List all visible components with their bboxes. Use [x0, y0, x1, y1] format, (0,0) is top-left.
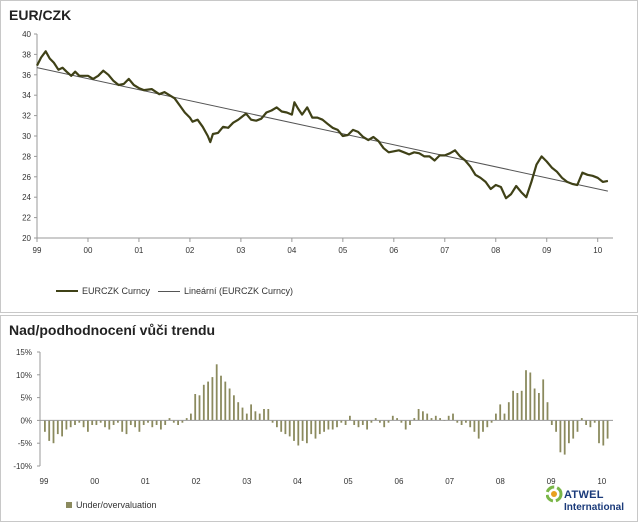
x-tick-label: 06 [389, 246, 398, 255]
legend-bars-label: Under/overvaluation [76, 500, 157, 510]
legend-trend-swatch [158, 290, 180, 292]
y-tick-label: 38 [22, 50, 31, 59]
bottom-chart-panel: Nad/podhodnocení vůči trendu [0, 315, 638, 522]
x-tick-label: 03 [236, 246, 245, 255]
logo-subtitle: International [564, 502, 625, 513]
eurczk-line-chart: 20 22 24 26 28 30 32 34 36 38 40 99 00 01 02 03 04 05 06 07… [22, 30, 613, 255]
legend-bars: Under/overvaluation [66, 500, 157, 510]
legend-trend: Lineární (EURCZK Curncy) [158, 286, 293, 296]
x-tick-label: 02 [185, 246, 194, 255]
bottom-chart-title: Nad/podhodnocení vůči trendu [9, 322, 216, 338]
x-tick-label: 09 [542, 246, 551, 255]
trend-line [36, 67, 609, 192]
y-tick-label: 26 [22, 173, 31, 182]
x-tick-label: 07 [440, 246, 449, 255]
x-tick-label: 08 [491, 246, 500, 255]
top-chart-title: EUR/CZK [9, 7, 72, 23]
y-tick-label: 20 [22, 234, 31, 243]
y-tick-label: 34 [22, 91, 31, 100]
x-tick-label: 00 [84, 246, 93, 255]
y-tick-label: 30 [22, 132, 31, 141]
legend-bars-swatch [66, 502, 72, 508]
y-tick-label: 28 [22, 152, 31, 161]
x-tick-label: 04 [287, 246, 296, 255]
x-tick-label: 99 [33, 246, 42, 255]
legend-trend-label: Lineární (EURCZK Curncy) [184, 286, 294, 296]
x-tick-label: 01 [134, 246, 143, 255]
logo-name: ATWEL [564, 489, 604, 501]
x-tick-label: 10 [593, 246, 602, 255]
y-tick-label: 36 [22, 71, 31, 80]
top-chart-panel: EUR/CZK [0, 0, 638, 313]
legend-series-swatch [56, 290, 78, 292]
y-tick-label: 22 [22, 214, 31, 223]
y-tick-label: 40 [22, 30, 31, 39]
y-tick-label: 32 [22, 112, 31, 121]
x-tick-label: 05 [338, 246, 347, 255]
y-tick-label: 24 [22, 193, 31, 202]
legend-series: EURCZK Curncy [56, 286, 150, 296]
eurczk-series-line [36, 50, 609, 200]
atwel-logo-icon [546, 485, 563, 503]
legend-series-label: EURCZK Curncy [82, 286, 151, 296]
